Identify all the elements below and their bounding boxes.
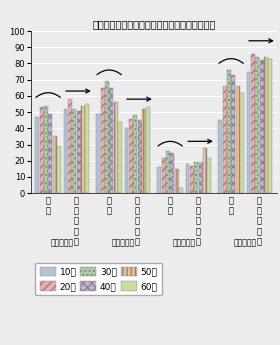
Bar	[72, 109, 76, 193]
Title: 日本は「山型」だが、デンマークは「水平型」: 日本は「山型」だが、デンマークは「水平型」	[92, 19, 216, 29]
Bar	[269, 59, 272, 193]
Bar	[57, 146, 61, 193]
Bar	[64, 109, 67, 193]
Bar	[199, 162, 203, 193]
Bar	[129, 119, 133, 193]
Bar	[223, 86, 227, 193]
Bar	[207, 158, 211, 193]
Text: 安心・安全: 安心・安全	[173, 239, 196, 248]
Bar	[162, 158, 165, 193]
Bar	[125, 128, 129, 193]
Bar	[179, 188, 183, 193]
Text: 交通・物流: 交通・物流	[112, 239, 135, 248]
Bar	[105, 81, 109, 193]
Bar	[157, 167, 161, 193]
Bar	[142, 109, 146, 193]
Bar	[227, 70, 231, 193]
Bar	[96, 114, 100, 193]
Bar	[186, 164, 190, 193]
Bar	[246, 71, 251, 193]
Bar	[101, 88, 104, 193]
Bar	[138, 120, 142, 193]
Bar	[236, 86, 240, 193]
Bar	[218, 120, 222, 193]
Bar	[85, 104, 89, 193]
Bar	[194, 162, 198, 193]
Bar	[146, 107, 150, 193]
Bar	[260, 60, 264, 193]
Bar	[133, 115, 137, 193]
Bar	[35, 117, 39, 193]
Bar	[81, 106, 85, 193]
Bar	[114, 102, 118, 193]
Bar	[68, 99, 72, 193]
Bar	[240, 93, 244, 193]
Bar	[39, 107, 43, 193]
Bar	[170, 152, 174, 193]
Bar	[109, 88, 113, 193]
Bar	[264, 57, 268, 193]
Bar	[175, 169, 179, 193]
Bar	[48, 114, 52, 193]
Text: 文化・芸術: 文化・芸術	[51, 239, 74, 248]
Bar	[203, 148, 207, 193]
Bar	[166, 151, 170, 193]
Bar	[53, 136, 57, 193]
Bar	[231, 75, 235, 193]
Bar	[251, 54, 255, 193]
Legend: 10代, 20代, 30代, 40代, 50代, 60代: 10代, 20代, 30代, 40代, 50代, 60代	[35, 263, 162, 295]
Bar	[118, 122, 122, 193]
Bar	[190, 166, 194, 193]
Bar	[77, 110, 81, 193]
Bar	[255, 57, 259, 193]
Bar	[44, 106, 48, 193]
Text: 電子商取引: 電子商取引	[234, 239, 257, 248]
